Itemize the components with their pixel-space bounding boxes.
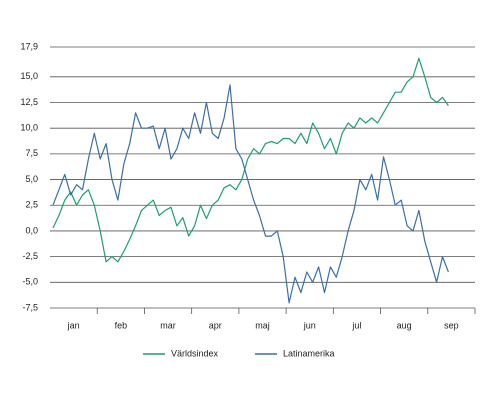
y-tick-label: 5,0 — [25, 174, 38, 184]
y-tick-label: 10,0 — [20, 123, 38, 133]
y-tick-label: 15,0 — [20, 71, 38, 81]
y-tick-label: 12,5 — [20, 97, 38, 107]
legend-label: Latinamerika — [283, 348, 335, 358]
y-tick-label: -2,5 — [22, 251, 38, 261]
x-tick-label: sep — [444, 320, 459, 330]
y-tick-label: 17,9 — [20, 41, 38, 51]
x-tick-label: mar — [160, 320, 176, 330]
x-tick-label: maj — [255, 320, 270, 330]
x-tick-label: jan — [67, 320, 80, 330]
legend-label: Världsindex — [171, 348, 219, 358]
y-tick-label: 7,5 — [25, 148, 38, 158]
x-tick-label: aug — [397, 320, 412, 330]
line — [52, 57, 449, 263]
x-tick-label: apr — [209, 320, 222, 330]
y-tick-label: 2,5 — [25, 200, 38, 210]
y-tick-label: 0,0 — [25, 225, 38, 235]
x-tick-label: jul — [351, 320, 361, 330]
y-tick-label: -5,0 — [22, 277, 38, 287]
line — [52, 84, 449, 304]
x-tick-label: jun — [303, 320, 316, 330]
x-tick-label: feb — [115, 320, 128, 330]
y-tick-label: -7,5 — [22, 302, 38, 312]
